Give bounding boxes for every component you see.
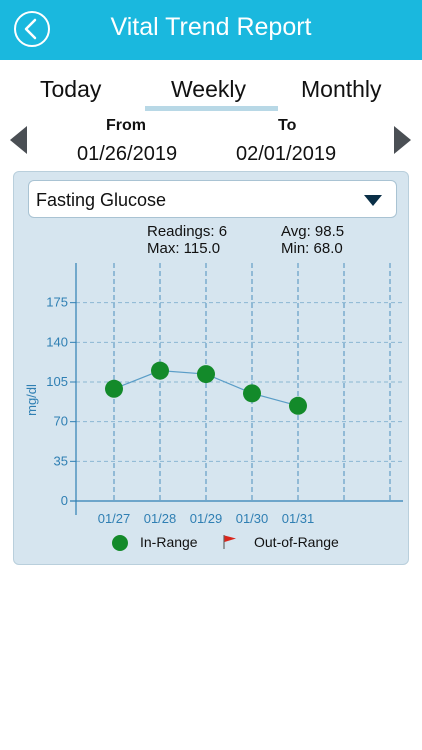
y-axis-label: mg/dl [24,384,39,416]
in-range-legend-label: In-Range [140,534,198,550]
to-label: To [278,117,297,134]
data-point [151,361,169,380]
tab-selected-indicator [145,106,278,111]
glucose-line-chart: 0 35 70 105 140 175 mg/dl 01/27 01/28 01/29 01/30 0… [24,263,403,526]
data-point [105,379,123,398]
y-tick-label: 0 [61,493,68,508]
red-flag-icon [223,535,236,549]
in-range-legend-icon [112,535,128,551]
y-tick-label: 105 [46,374,68,389]
tab-weekly[interactable]: Weekly [171,76,246,102]
out-of-range-legend-label: Out-of-Range [254,534,339,550]
min-value: Min: 68.0 [281,240,343,257]
tab-monthly[interactable]: Monthly [301,76,382,102]
y-tick-label: 35 [54,453,68,468]
y-tick-label: 175 [46,295,68,310]
y-tick-label: 140 [46,334,68,349]
chevron-down-icon [364,195,382,206]
next-week-arrow-icon[interactable] [392,125,412,155]
from-label: From [106,117,146,134]
data-point [243,384,261,403]
x-tick-label: 01/30 [236,511,269,526]
average-value: Avg: 98.5 [281,223,345,240]
y-tick-label: 70 [54,414,68,429]
chevron-left-icon [24,18,37,40]
back-button[interactable] [14,11,50,47]
readings-count: Readings: 6 [147,223,228,240]
page-title: Vital Trend Report [110,13,312,41]
header: Vital Trend Report [0,0,422,60]
x-tick-label: 01/31 [282,511,315,526]
vital-type-dropdown[interactable]: Fasting Glucose [28,180,397,218]
tab-today[interactable]: Today [40,76,102,102]
previous-week-arrow-icon[interactable] [9,125,29,155]
to-date: 02/01/2019 [236,143,337,165]
x-tick-label: 01/27 [98,511,131,526]
data-point [289,396,307,415]
x-tick-label: 01/29 [190,511,223,526]
data-point [197,365,215,384]
max-value: Max: 115.0 [147,240,221,257]
x-tick-label: 01/28 [144,511,177,526]
dropdown-selected-value: Fasting Glucose [36,190,167,210]
from-date: 01/26/2019 [77,143,178,165]
